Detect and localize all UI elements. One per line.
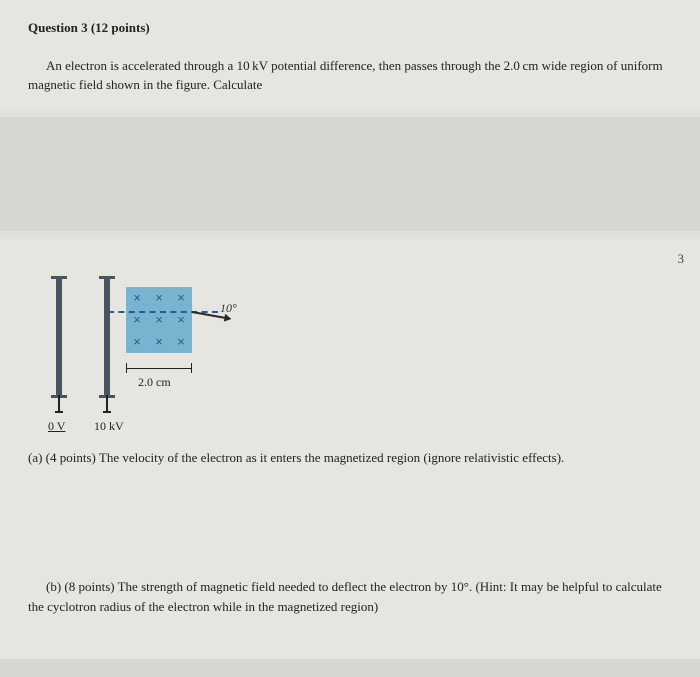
part-b-text: (b) (8 points) The strength of magnetic … [28, 577, 672, 616]
question-title: Question 3 (12 points) [28, 18, 672, 38]
right-plate-label: 10 kV [94, 417, 124, 435]
right-plate [104, 279, 110, 395]
page-number: 3 [678, 249, 685, 269]
physics-figure: 0 V 10 kV ××× ××× ××× 10° 2.0 cm [42, 275, 302, 440]
left-plate [56, 279, 62, 395]
magnetic-field-region: ××× ××× ××× [126, 287, 192, 353]
deflection-angle-label: 10° [220, 299, 237, 317]
left-plate-label: 0 V [48, 417, 65, 435]
left-lead [58, 395, 60, 411]
region-width-label: 2.0 cm [138, 373, 171, 391]
part-a-text: (a) (4 points) The velocity of the elect… [28, 448, 672, 468]
question-body: An electron is accelerated through a 10 … [28, 56, 672, 95]
right-lead [106, 395, 108, 411]
question-content-block: 3 0 V 10 kV ××× ××× ××× 10° 2.0 cm (a) (… [0, 239, 700, 659]
page-gap [0, 109, 700, 239]
question-header-block: Question 3 (12 points) An electron is ac… [0, 0, 700, 109]
